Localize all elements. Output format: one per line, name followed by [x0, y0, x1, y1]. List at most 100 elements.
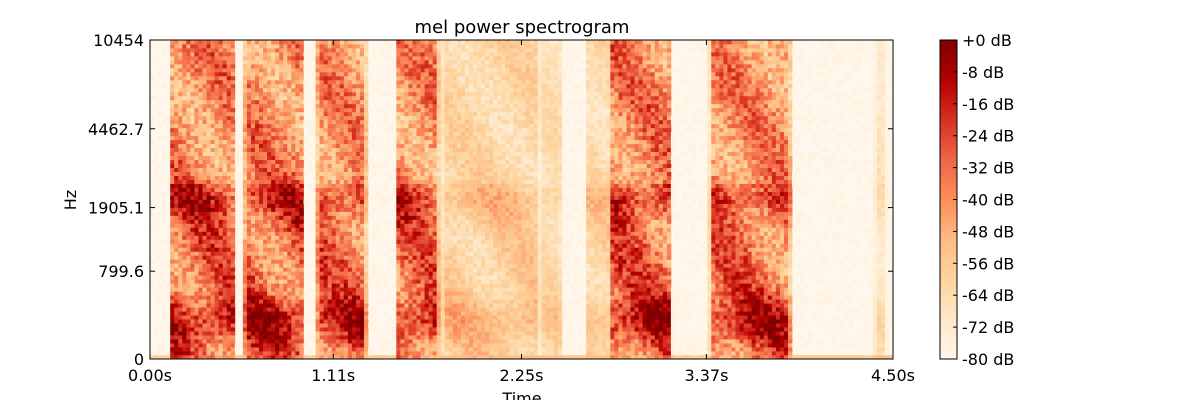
spectrogram-cell [432, 127, 438, 133]
spectrogram-cell [436, 203, 442, 208]
spectrogram-cell [355, 343, 361, 348]
spectrogram-cell [384, 159, 389, 165]
spectrogram-cell [420, 111, 425, 117]
spectrogram-cell [331, 311, 337, 316]
spectrogram-cell [214, 119, 220, 125]
spectrogram-cell [299, 119, 304, 125]
spectrogram-cell [279, 215, 284, 220]
spectrogram-cell [299, 115, 304, 121]
spectrogram-cell [198, 323, 203, 328]
spectrogram-cell [214, 219, 220, 224]
spectrogram-cell [178, 59, 183, 65]
spectrogram-cell [359, 151, 365, 157]
spectrogram-cell [295, 79, 300, 85]
spectrogram-cell [432, 67, 438, 73]
spectrogram-cell [436, 187, 442, 192]
spectrogram-cell [222, 211, 228, 216]
spectrogram-cell [384, 171, 389, 176]
spectrogram-cell [238, 255, 244, 260]
spectrogram-cell [170, 279, 175, 284]
spectrogram-cell [275, 323, 280, 328]
spectrogram-cell [440, 339, 446, 344]
spectrogram-cell [259, 127, 264, 133]
spectrogram-cell [436, 323, 442, 328]
spectrogram-cell [408, 107, 413, 113]
spectrogram-cell [351, 355, 357, 360]
spectrogram-cell [198, 143, 203, 149]
spectrogram-cell [198, 159, 203, 165]
spectrogram-cell [198, 59, 203, 65]
spectrogram-cell [420, 271, 425, 276]
spectrogram-cell [174, 199, 179, 204]
spectrogram-cell [230, 235, 236, 240]
spectrogram-cell [287, 71, 292, 77]
spectrogram-cell [182, 87, 187, 93]
spectrogram-cell [440, 287, 446, 292]
spectrogram-cell [331, 227, 337, 232]
spectrogram-cell [210, 75, 216, 81]
spectrogram-cell [259, 263, 264, 268]
spectrogram-cell [150, 75, 155, 81]
spectrogram-cell [202, 119, 207, 125]
spectrogram-cell [335, 107, 341, 113]
spectrogram-cell [299, 239, 304, 244]
spectrogram-cell [178, 179, 183, 184]
spectrogram-cell [368, 55, 373, 61]
spectrogram-cell [279, 243, 284, 248]
spectrogram-cell [444, 99, 450, 105]
spectrogram-cell [359, 207, 365, 212]
spectrogram-cell [440, 71, 446, 77]
spectrogram-cell [162, 67, 167, 73]
spectrogram-cell [404, 307, 409, 312]
spectrogram-cell [359, 323, 365, 328]
spectrogram-cell [355, 87, 361, 93]
spectrogram-cell [315, 299, 320, 304]
spectrogram-cell [222, 311, 228, 316]
spectrogram-cell [436, 251, 442, 256]
spectrogram-cell [444, 227, 450, 232]
spectrogram-cell [198, 47, 203, 53]
spectrogram-cell [420, 139, 425, 145]
spectrogram-cell [210, 123, 216, 129]
spectrogram-cell [242, 151, 248, 157]
spectrogram-cell [384, 279, 389, 284]
spectrogram-cell [254, 219, 260, 224]
spectrogram-cell [218, 43, 224, 49]
spectrogram-cell [279, 83, 284, 89]
spectrogram-cell [198, 195, 203, 200]
spectrogram-cell [174, 127, 179, 133]
spectrogram-cell [315, 63, 320, 69]
spectrogram-cell [347, 267, 353, 272]
spectrogram-cell [174, 235, 179, 240]
spectrogram-cell [250, 307, 256, 312]
spectrogram-cell [364, 267, 369, 272]
spectrogram-cell [339, 271, 345, 276]
spectrogram-cell [210, 171, 216, 176]
spectrogram-cell [275, 103, 280, 109]
spectrogram-cell [194, 247, 199, 252]
spectrogram-cell [291, 231, 296, 236]
spectrogram-cell [436, 243, 442, 248]
spectrogram-cell [263, 279, 268, 284]
spectrogram-cell [275, 63, 280, 69]
spectrogram-cell [174, 107, 179, 113]
spectrogram-cell [424, 247, 430, 252]
spectrogram-cell [315, 323, 320, 328]
spectrogram-cell [275, 259, 280, 264]
spectrogram-cell [182, 347, 187, 352]
spectrogram-cell [364, 119, 369, 125]
spectrogram-cell [444, 211, 450, 216]
spectrogram-cell [202, 259, 207, 264]
spectrogram-cell [271, 151, 276, 157]
spectrogram-cell [416, 283, 421, 288]
spectrogram-cell [190, 231, 195, 236]
spectrogram-cell [440, 79, 446, 85]
spectrogram-cell [202, 283, 207, 288]
spectrogram-cell [170, 307, 175, 312]
spectrogram-cell [206, 51, 211, 57]
spectrogram-cell [206, 219, 211, 224]
spectrogram-cell [339, 119, 345, 125]
spectrogram-cell [424, 107, 430, 113]
spectrogram-cell [364, 183, 369, 188]
spectrogram-cell [436, 303, 442, 308]
